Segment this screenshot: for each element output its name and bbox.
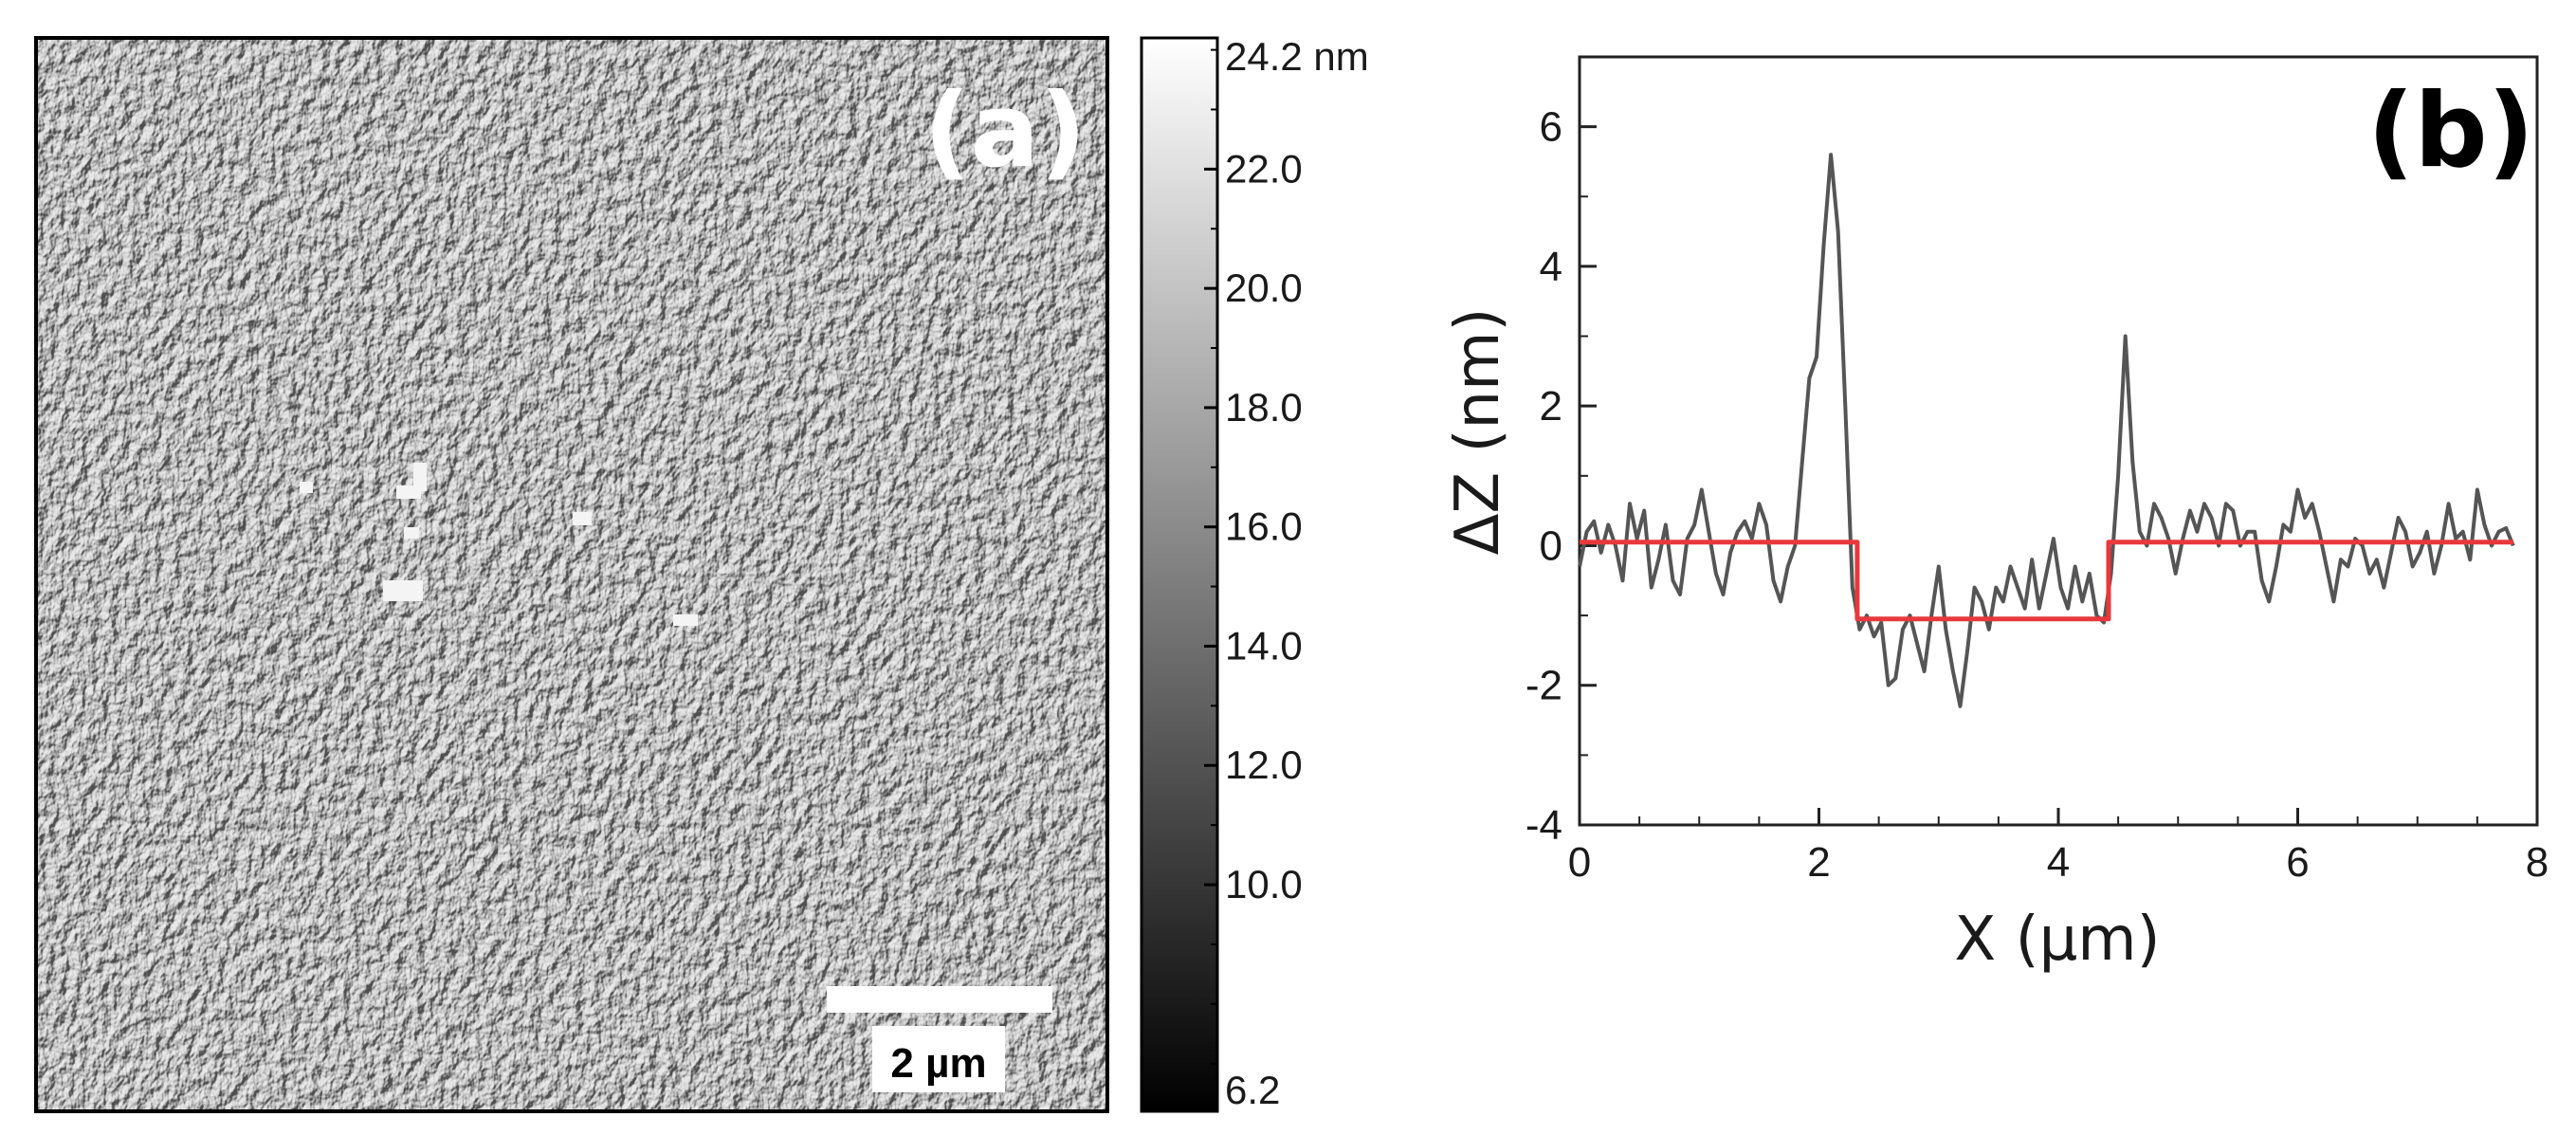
- y-axis-label: ΔZ (nm): [1443, 308, 1513, 556]
- x-tick-label: 4: [2047, 839, 2070, 886]
- colorbar-tick-label: 10.0: [1225, 862, 1303, 906]
- colorbar-tick-label: 22.0: [1225, 146, 1303, 191]
- afm-scan-image: [36, 38, 1107, 1111]
- afm-image-frame: [34, 36, 1109, 1113]
- step-fit-line: [1580, 540, 2513, 622]
- x-tick-label: 0: [1568, 839, 1591, 886]
- colorbar-tick-label: 20.0: [1225, 265, 1303, 310]
- y-tick-label: 6: [1540, 104, 1562, 151]
- y-tick-label: 0: [1540, 522, 1562, 569]
- x-tick-label: 6: [2286, 839, 2309, 886]
- colorbar-tick-label: 6.2: [1225, 1068, 1280, 1112]
- colorbar-gradient: [1140, 36, 1219, 1113]
- x-tick-label: 8: [2526, 839, 2549, 886]
- colorbar-tick-label: 12.0: [1225, 742, 1303, 787]
- panel-a-label: (a): [923, 72, 1087, 191]
- colorbar-tick-label: 14.0: [1225, 623, 1303, 668]
- y-tick-label: -2: [1526, 663, 1562, 709]
- chart-axes: 0 2 4 6 8 -4 -2 0 2 4 6: [1526, 55, 2549, 886]
- y-tick-label: 2: [1540, 383, 1562, 430]
- x-tick-label: 2: [1807, 839, 1830, 886]
- scale-bar: [827, 986, 1052, 1013]
- colorbar-ticks: 24.2 nm 22.0 20.0 18.0 16.0 14.0 12.0 10.0 6.2: [1204, 34, 1369, 1113]
- scale-bar-label: 2 µm: [890, 1040, 986, 1087]
- panel-b-label: (b): [2367, 72, 2534, 191]
- x-axis-label: X (µm): [1954, 905, 2160, 975]
- y-tick-label: -4: [1526, 802, 1562, 849]
- colorbar-tick-label: 18.0: [1225, 385, 1303, 430]
- colorbar-tick-label: 16.0: [1225, 504, 1303, 549]
- profile-line: [1578, 153, 2515, 708]
- scale-bar-label-box: [872, 1026, 1005, 1092]
- chart-series: [1578, 153, 2515, 708]
- afm-bright-features: [300, 463, 698, 626]
- colorbar-tick-label: 24.2 nm: [1225, 34, 1369, 79]
- y-tick-label: 4: [1540, 244, 1562, 290]
